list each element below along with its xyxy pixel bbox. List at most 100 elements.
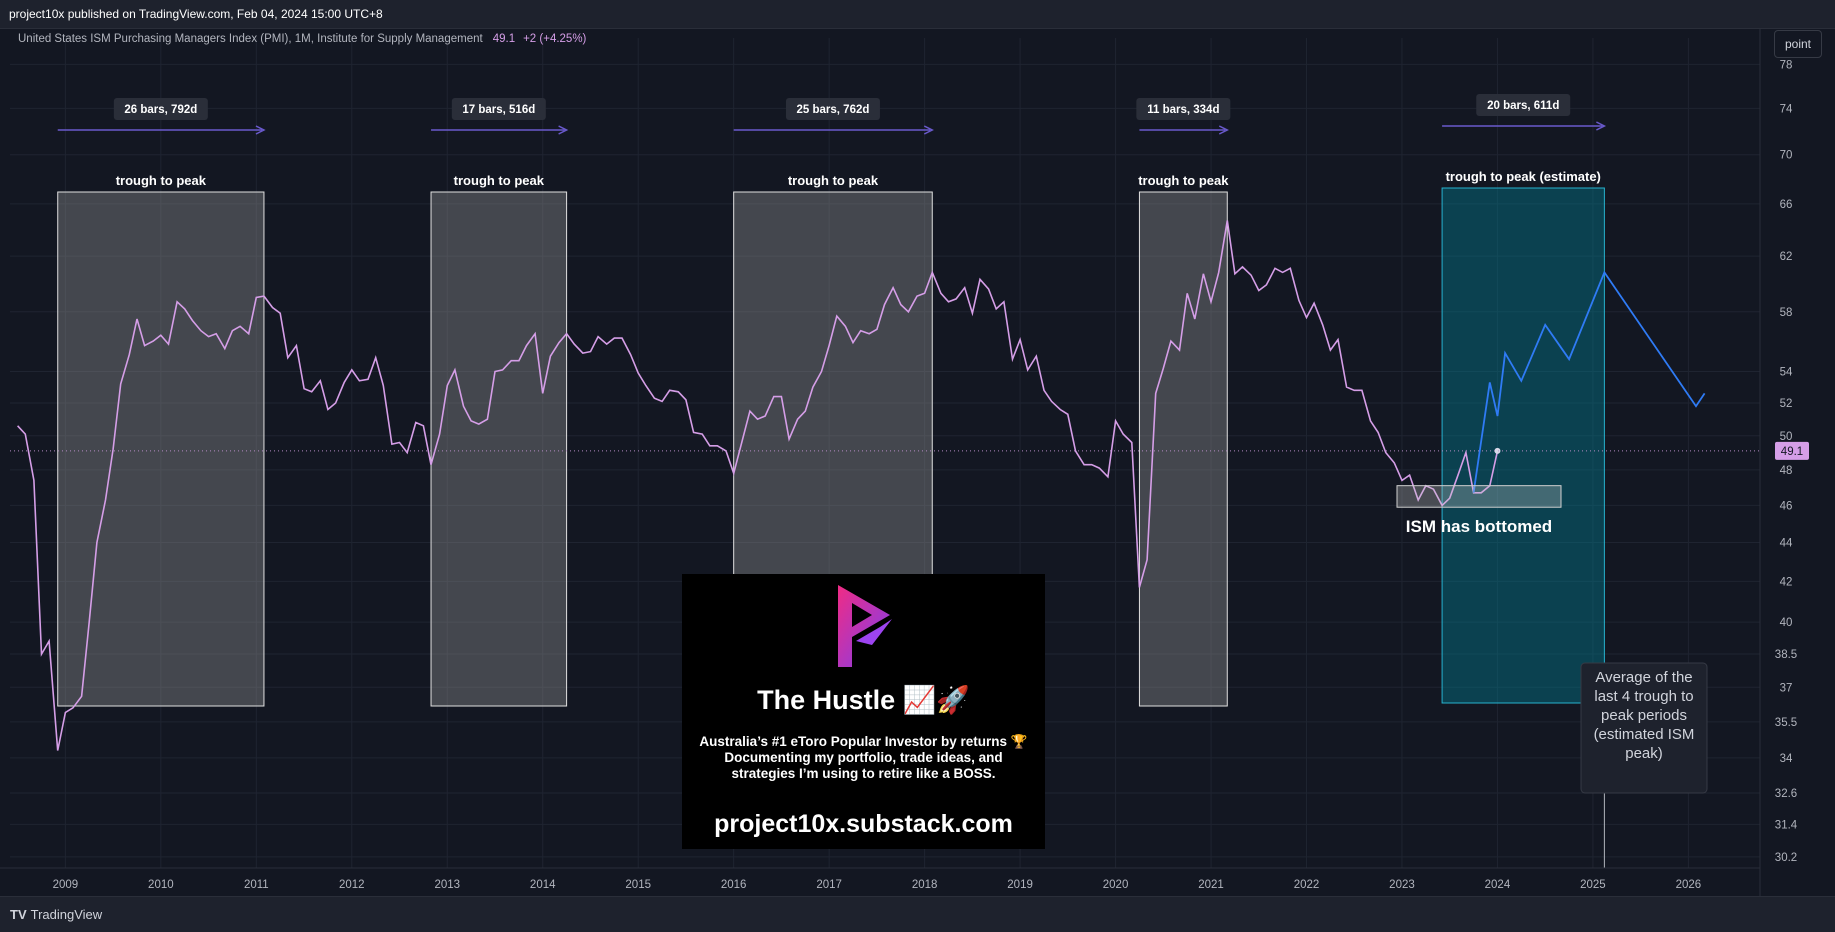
range-measure-box <box>1136 98 1231 120</box>
trough-to-peak-ranges: trough to peak 26 bars, 792d trough to pea… <box>57 94 1607 707</box>
x-tick-label: 2017 <box>816 879 842 891</box>
series-layer <box>17 220 1706 751</box>
trough-to-peak-label: trough to peak <box>788 173 879 188</box>
bottom-bar: TV TradingView <box>0 896 1835 932</box>
average-note: Average of the last 4 trough to peak perio… <box>1580 662 1708 794</box>
last-value-tag <box>1775 441 1809 460</box>
x-tick-label: 2024 <box>1485 879 1511 891</box>
trough-to-peak-box <box>1138 191 1228 707</box>
x-tick-label: 2019 <box>1007 879 1033 891</box>
x-tick-label: 2020 <box>1103 879 1129 891</box>
y-tick-label: 34 <box>1780 753 1793 765</box>
range-arrowhead <box>255 125 266 135</box>
y-tick-label: 50 <box>1780 431 1793 443</box>
trough-to-peak-label: trough to peak <box>1138 173 1229 188</box>
trough-to-peak-label: trough to peak <box>116 173 207 188</box>
point-button[interactable]: point <box>1774 30 1822 58</box>
promo-description: Australia’s #1 eToro Popular Investor by… <box>682 734 1045 782</box>
chart-title: United States ISM Purchasing Managers In… <box>18 33 483 45</box>
range-arrowhead <box>1596 121 1607 131</box>
x-tick-label: 2015 <box>625 879 651 891</box>
average-note-line: peak) <box>1625 745 1663 762</box>
y-tick-label: 66 <box>1780 199 1793 211</box>
range-measure-box <box>113 98 208 120</box>
trough-to-peak-box <box>430 191 568 707</box>
x-tick-label: 2014 <box>530 879 556 891</box>
y-tick-label: 58 <box>1780 307 1793 319</box>
bottom-label: ISM has bottomed <box>1406 517 1552 536</box>
average-note-line: (estimated ISM <box>1594 726 1695 743</box>
annotation-layer: ISM has bottomed Average of the last 4 tro… <box>10 441 1809 868</box>
y-tick-label: 40 <box>1780 617 1793 629</box>
last-value-label: 49.1 <box>1781 446 1803 458</box>
projection-line <box>1472 270 1706 493</box>
bottom-zone <box>1396 485 1562 508</box>
y-tick-label: 52 <box>1780 398 1793 410</box>
range-measure-box <box>1476 94 1571 116</box>
y-tick-label: 44 <box>1780 538 1793 550</box>
y-tick-label: 32.6 <box>1775 788 1797 800</box>
average-note-line: peak periods <box>1601 707 1687 724</box>
trough-to-peak-box <box>1441 187 1605 704</box>
x-tick-label: 2026 <box>1676 879 1702 891</box>
average-note-line: last 4 trough to <box>1594 688 1693 705</box>
x-tick-label: 2012 <box>339 879 365 891</box>
chart-legend: United States ISM Purchasing Managers In… <box>18 33 587 45</box>
x-tick-label: 2016 <box>721 879 747 891</box>
tradingview-logo-icon: TV <box>10 907 27 922</box>
range-measure-label: 11 bars, 334d <box>1147 104 1219 116</box>
y-tick-label: 42 <box>1780 576 1793 588</box>
promo-desc-line: strategies I’m using to retire like a BO… <box>731 766 996 781</box>
range-measure-label: 25 bars, 762d <box>797 104 870 116</box>
y-tick-label: 70 <box>1780 150 1793 162</box>
range-arrowhead <box>1218 125 1229 135</box>
x-tick-label: 2011 <box>244 879 269 891</box>
y-tick-label: 62 <box>1780 251 1793 263</box>
tradingview-brand: TradingView <box>30 907 103 922</box>
y-tick-label: 78 <box>1780 59 1793 71</box>
y-tick-label: 54 <box>1780 366 1793 378</box>
range-arrowhead <box>923 125 934 135</box>
x-tick-label: 2009 <box>53 879 79 891</box>
average-note-line: Average of the <box>1595 669 1692 686</box>
x-tick-label: 2025 <box>1580 879 1606 891</box>
promo-desc-line: Australia’s #1 eToro Popular Investor by… <box>699 734 1028 749</box>
y-tick-label: 35.5 <box>1775 717 1797 729</box>
average-note-box <box>1580 662 1708 794</box>
range-measure-label: 17 bars, 516d <box>462 104 535 116</box>
x-tick-label: 2010 <box>148 879 174 891</box>
y-tick-label: 46 <box>1780 500 1793 512</box>
x-tick-label: 2013 <box>434 879 460 891</box>
y-tick-label: 38.5 <box>1775 649 1797 661</box>
promo-desc-line: Documenting my portfolio, trade ideas, a… <box>724 750 1003 765</box>
y-tick-label: 48 <box>1780 465 1793 477</box>
y-tick-label: 74 <box>1780 103 1793 115</box>
pmi-line <box>17 220 1499 751</box>
y-tick-label: 37 <box>1780 682 1793 694</box>
x-tick-label: 2023 <box>1389 879 1415 891</box>
trough-to-peak-label: trough to peak <box>454 173 545 188</box>
range-arrowhead <box>558 125 569 135</box>
trough-to-peak-label: trough to peak (estimate) <box>1446 169 1601 184</box>
range-measure-label: 20 bars, 611d <box>1487 100 1559 112</box>
y-tick-label: 30.2 <box>1775 852 1797 864</box>
hustle-logo-icon <box>838 585 892 667</box>
top-bar: project10x published on TradingView.com,… <box>0 0 1835 29</box>
promo-title: The Hustle 📈🚀 <box>757 685 970 715</box>
x-tick-label: 2022 <box>1294 879 1320 891</box>
axes: 78 74 70 66 62 58 54 52 50 48 46 44 42 40 38.5 37 35.5 34… <box>0 28 1798 896</box>
range-measure-label: 26 bars, 792d <box>124 104 197 116</box>
y-tick-label: 31.4 <box>1775 819 1798 831</box>
tradingview-logo[interactable]: TV TradingView <box>10 907 102 922</box>
promo-url-link[interactable]: project10x.substack.com <box>714 810 1013 838</box>
range-measure-box <box>451 98 546 120</box>
legend-change: +2 (+4.25%) <box>523 33 586 45</box>
x-tick-label: 2018 <box>912 879 938 891</box>
x-tick-label: 2021 <box>1198 879 1224 891</box>
pmi-last-point <box>1494 447 1501 454</box>
legend-last-value: 49.1 <box>493 33 515 45</box>
published-info: project10x published on TradingView.com,… <box>9 7 383 21</box>
promo-card: The Hustle 📈🚀 Australia’s #1 eToro Popul… <box>682 574 1045 849</box>
range-measure-box <box>785 98 880 120</box>
trough-to-peak-box <box>57 191 265 707</box>
